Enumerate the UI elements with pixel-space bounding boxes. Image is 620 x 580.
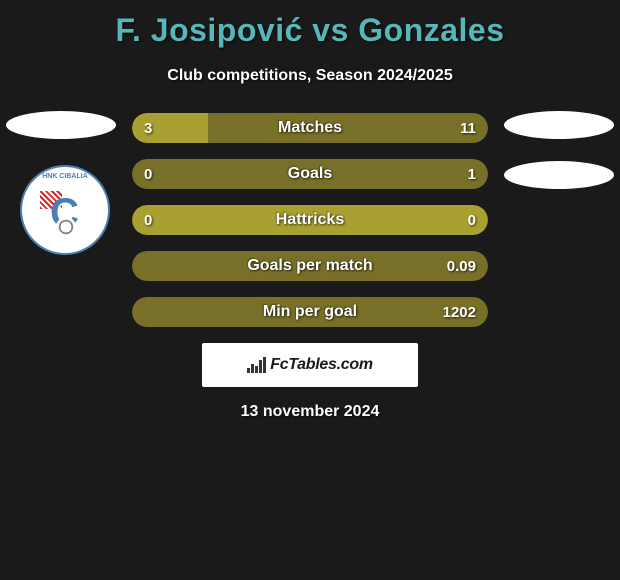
stat-label: Goals per match [132, 251, 488, 281]
stat-value-right: 0 [468, 205, 476, 235]
club-badge-text: HNK CIBALIA [22, 173, 108, 181]
stat-label: Hattricks [132, 205, 488, 235]
stat-value-right: 11 [460, 113, 476, 143]
stat-row: 3Matches11 [132, 113, 488, 143]
stats-area: HNK CIBALIA C 3Matches110Goals10Hattrick… [0, 113, 620, 327]
stat-value-right: 1202 [443, 297, 476, 327]
player1-avatar-placeholder [6, 111, 116, 139]
bar-chart-icon [247, 357, 266, 373]
comparison-subtitle: Club competitions, Season 2024/2025 [0, 67, 620, 85]
stat-row: 0Hattricks0 [132, 205, 488, 235]
stat-label: Goals [132, 159, 488, 189]
stat-value-right: 0.09 [447, 251, 476, 281]
branding-box: FcTables.com [202, 343, 418, 387]
player2-club-placeholder [504, 161, 614, 189]
stat-row: Goals per match0.09 [132, 251, 488, 281]
stat-label: Matches [132, 113, 488, 143]
stat-row: Min per goal1202 [132, 297, 488, 327]
branding-text: FcTables.com [270, 356, 373, 374]
stat-row: 0Goals1 [132, 159, 488, 189]
player2-avatar-placeholder [504, 111, 614, 139]
player1-club-badge: HNK CIBALIA C [20, 165, 110, 255]
stat-label: Min per goal [132, 297, 488, 327]
snapshot-date: 13 november 2024 [0, 403, 620, 421]
comparison-title: F. Josipović vs Gonzales [0, 0, 620, 49]
stat-value-right: 1 [468, 159, 476, 189]
stat-bars-container: 3Matches110Goals10Hattricks0Goals per ma… [132, 113, 488, 327]
soccer-ball-icon [56, 217, 76, 237]
